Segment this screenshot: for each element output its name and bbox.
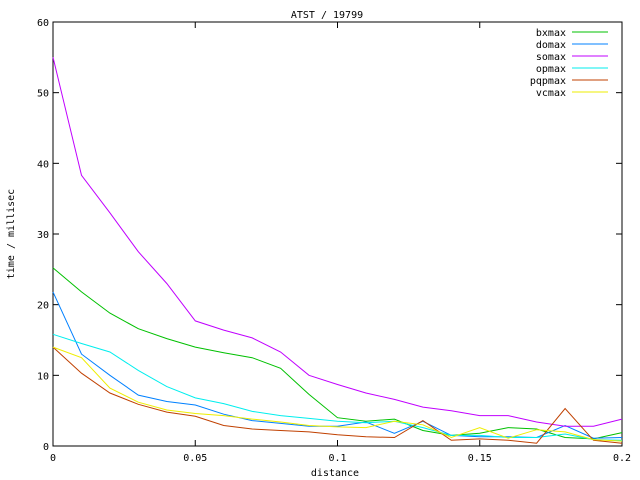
series-line-opmax: [52, 333, 623, 441]
legend-label-pqpmax: pqpmax: [530, 76, 566, 87]
y-tick-label: 0: [43, 442, 49, 453]
y-axis-label: time / millisec: [6, 189, 17, 279]
y-tick-label: 10: [37, 371, 49, 382]
legend-label-opmax: opmax: [536, 64, 566, 75]
y-tick-label: 60: [37, 18, 49, 29]
x-tick-label: 0.2: [613, 453, 631, 464]
series-line-bxmax: [52, 267, 623, 440]
y-tick-label: 20: [37, 301, 49, 312]
y-tick-label: 50: [37, 89, 49, 100]
series-line-domax: [52, 291, 623, 439]
legend-label-bxmax: bxmax: [536, 28, 566, 39]
x-tick-label: 0.05: [183, 453, 207, 464]
chart-title: ATST / 19799: [291, 10, 363, 21]
y-tick-label: 30: [37, 230, 49, 241]
x-tick-label: 0.1: [328, 453, 346, 464]
legend-label-vcmax: vcmax: [536, 88, 566, 99]
x-tick-label: 0.15: [468, 453, 492, 464]
x-axis-label: distance: [311, 468, 359, 479]
legend-label-somax: somax: [536, 52, 566, 63]
series-line-vcmax: [52, 346, 623, 442]
y-tick-label: 40: [37, 159, 49, 170]
x-tick-label: 0: [50, 453, 56, 464]
legend-label-domax: domax: [536, 40, 566, 51]
series-line-somax: [52, 57, 623, 427]
series-line-pqpmax: [52, 346, 623, 444]
